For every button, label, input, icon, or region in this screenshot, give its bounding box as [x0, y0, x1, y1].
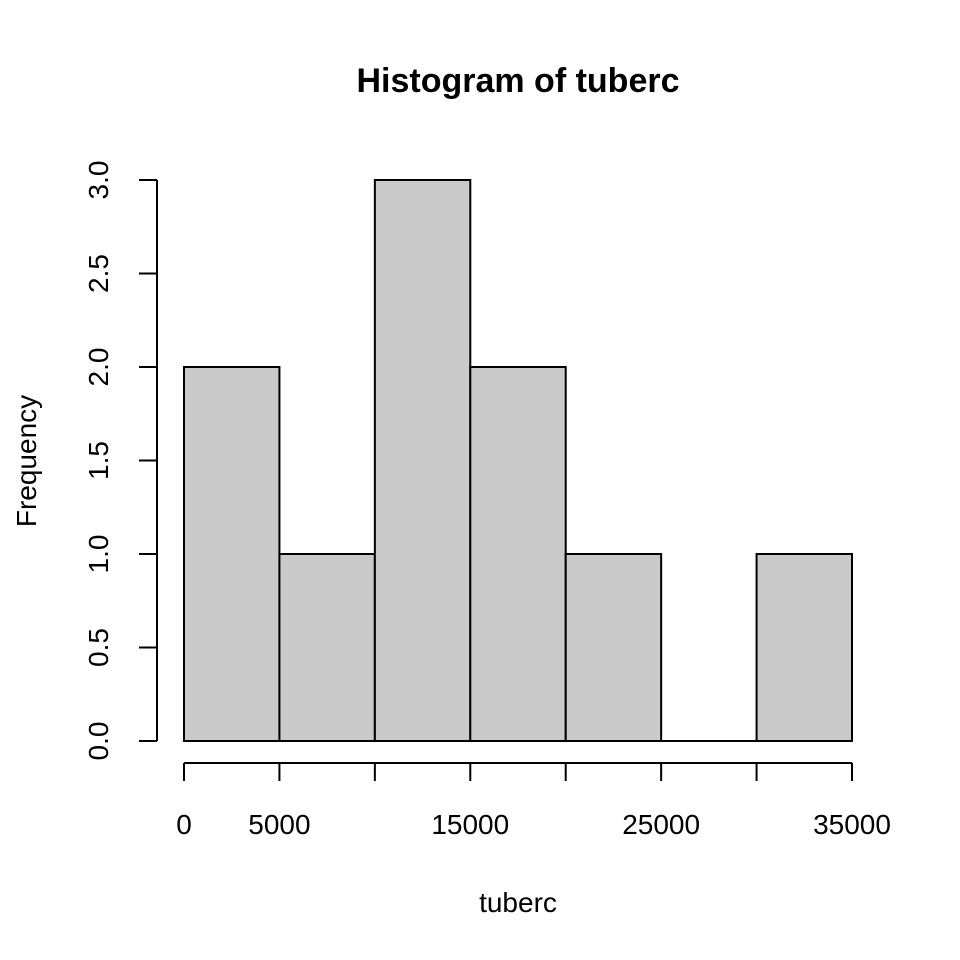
x-tick-label: 0 [176, 809, 192, 840]
y-tick-label: 3.0 [83, 161, 114, 200]
y-axis: 0.0 0.5 1.0 1.5 2.0 2.5 3.0 [83, 161, 158, 761]
x-tick-label: 35000 [813, 809, 891, 840]
x-tick-label: 5000 [248, 809, 310, 840]
histogram-bar-2 [373, 179, 472, 742]
x-axis-label: tuberc [479, 887, 557, 918]
histogram-bar-1 [278, 553, 376, 742]
y-tick-label: 2.0 [83, 348, 114, 387]
y-tick-label: 2.5 [83, 254, 114, 293]
y-tick-label: 0.5 [83, 628, 114, 667]
x-tick-label: 25000 [622, 809, 700, 840]
y-tick-label: 1.0 [83, 535, 114, 574]
x-tick-label: 15000 [431, 809, 509, 840]
y-tick-label: 0.0 [83, 722, 114, 761]
histogram-bar-4 [564, 553, 663, 742]
y-tick-label: 1.5 [83, 441, 114, 480]
y-axis-label: Frequency [11, 395, 42, 527]
histogram-bar-6 [755, 553, 853, 742]
histogram-bar-0 [183, 366, 281, 742]
chart-title: Histogram of tuberc [356, 62, 679, 100]
bars-group [183, 179, 853, 742]
histogram-bar-3 [469, 366, 567, 742]
x-axis: 0 5000 15000 25000 35000 [176, 762, 891, 840]
